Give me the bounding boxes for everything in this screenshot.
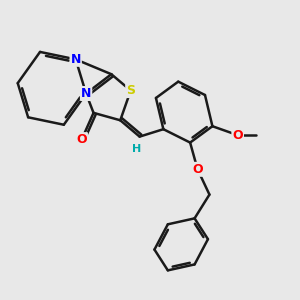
Text: O: O bbox=[192, 163, 203, 176]
Text: S: S bbox=[126, 84, 135, 97]
Text: N: N bbox=[70, 53, 81, 66]
Text: H: H bbox=[132, 143, 141, 154]
Text: N: N bbox=[81, 87, 91, 100]
Text: O: O bbox=[76, 133, 87, 146]
Text: O: O bbox=[232, 129, 243, 142]
